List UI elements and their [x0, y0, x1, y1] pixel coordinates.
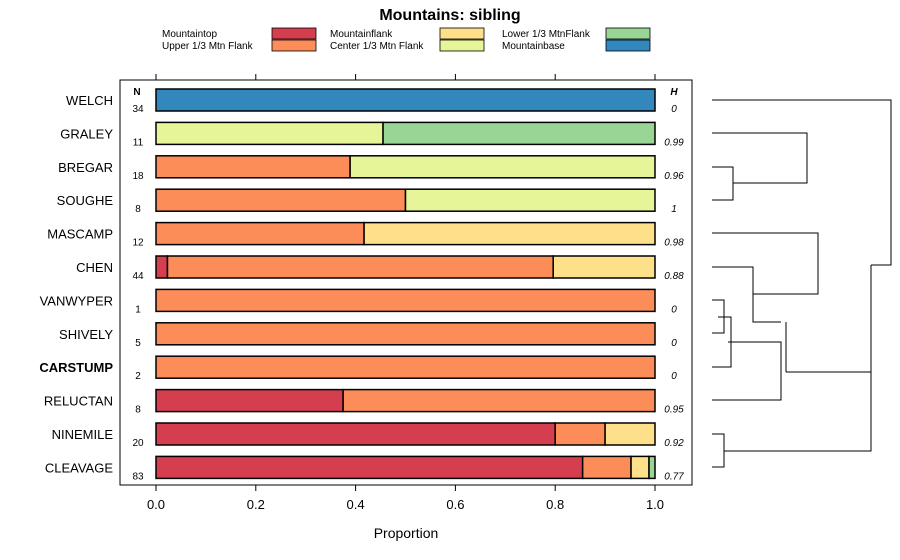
bar-segment-ninemile-mountainflank	[604, 422, 656, 446]
n-value-vanwyper: 1	[135, 304, 141, 315]
legend-label-lower-1-3-mtnflank: Lower 1/3 MtnFlank	[502, 29, 591, 40]
legend-swatch-mountainflank	[439, 27, 485, 40]
category-label-soughe: SOUGHE	[57, 193, 114, 208]
x-axis: 0.0 0.2 0.4 0.6 0.8 1.0	[147, 74, 664, 512]
h-value-mascamp: 0.98	[664, 238, 684, 249]
category-label-shively: SHIVELY	[59, 327, 113, 342]
category-label-graley: GRALEY	[60, 126, 113, 141]
x-tick-label-1: 0.2	[247, 497, 265, 512]
bar-segment-cleavage-upper-1-3-mtn-flank	[581, 455, 632, 480]
legend-label-mountainbase: Mountainbase	[502, 41, 565, 52]
n-value-cleavage: 83	[132, 471, 144, 482]
legend-label-center-1-3-mtn-flank: Center 1/3 Mtn Flank	[330, 41, 424, 52]
dendrogram-branch-4	[712, 266, 781, 323]
bar-segment-cleavage-lower-1-3-mtnflank	[648, 455, 656, 480]
bar-segment-bregar-upper-1-3-mtn-flank	[155, 155, 351, 179]
legend-label-upper-1-3-mtn-flank: Upper 1/3 Mtn Flank	[162, 41, 254, 52]
dendrogram-branch-0	[712, 99, 892, 266]
bar-segment-ninemile-mountaintop	[155, 422, 556, 446]
legend-label-mountainflank: Mountainflank	[330, 29, 393, 40]
bar-segment-cleavage-mountaintop	[155, 455, 584, 480]
x-tick-label-4: 0.8	[546, 497, 564, 512]
bar-segment-graley-center-1-3-mtn-flank	[155, 121, 384, 146]
category-label-vanwyper: VANWYPER	[40, 293, 113, 308]
dendrogram	[712, 99, 892, 468]
x-axis-title: Proportion	[374, 525, 439, 541]
h-value-cleavage: 0.77	[664, 471, 684, 482]
bar-segment-soughe-upper-1-3-mtn-flank	[155, 188, 407, 212]
x-tick-label-0: 0.0	[147, 497, 165, 512]
legend-label-mountaintop: Mountaintop	[162, 29, 217, 40]
bar-segment-ninemile-upper-1-3-mtn-flank	[554, 422, 606, 446]
x-tick-label-3: 0.6	[446, 497, 464, 512]
n-value-shively: 5	[135, 338, 141, 349]
h-header: H	[670, 87, 678, 98]
legend-swatch-mountainbase	[605, 39, 651, 52]
dendrogram-branch-12	[724, 372, 872, 452]
bar-segment-bregar-center-1-3-mtn-flank	[349, 155, 656, 179]
h-value-carstump: 0	[671, 371, 677, 382]
dendrogram-branch-7	[712, 341, 782, 401]
n-header: N	[133, 87, 140, 98]
n-value-soughe: 8	[135, 204, 141, 215]
h-value-chen: 0.88	[664, 271, 684, 282]
category-label-chen: CHEN	[76, 260, 113, 275]
h-value-vanwyper: 0	[671, 304, 677, 315]
h-value-soughe: 1	[671, 204, 677, 215]
h-value-shively: 0	[671, 338, 677, 349]
bar-segment-welch-mountainbase	[155, 88, 656, 112]
category-label-reluctan: RELUCTAN	[44, 394, 113, 409]
bar-segment-mascamp-upper-1-3-mtn-flank	[155, 221, 365, 246]
category-label-cleavage: CLEAVAGE	[45, 460, 113, 475]
category-label-ninemile: NINEMILE	[52, 427, 114, 442]
bar-segment-cleavage-mountainflank	[630, 455, 650, 480]
h-value-graley: 0.99	[664, 137, 684, 148]
n-value-chen: 44	[132, 271, 144, 282]
n-value-ninemile: 20	[132, 438, 144, 449]
bar-segment-chen-upper-1-3-mtn-flank	[166, 255, 554, 279]
dendrogram-branch-2	[712, 166, 734, 201]
category-label-bregar: BREGAR	[58, 160, 113, 175]
dendrogram-branch-8	[712, 433, 725, 468]
bar-segment-reluctan-upper-1-3-mtn-flank	[342, 388, 656, 413]
h-value-reluctan: 0.95	[664, 405, 684, 416]
category-label-welch: WELCH	[66, 93, 113, 108]
bar-segment-vanwyper-upper-1-3-mtn-flank	[155, 288, 656, 313]
n-value-carstump: 2	[135, 371, 141, 382]
chart-title: Mountains: sibling	[379, 7, 520, 24]
legend-swatch-lower-1-3-mtnflank	[605, 27, 651, 40]
n-value-mascamp: 12	[132, 238, 144, 249]
legend-swatch-upper-1-3-mtn-flank	[271, 39, 317, 52]
h-value-welch: 0	[671, 104, 677, 115]
category-label-mascamp: MASCAMP	[47, 227, 113, 242]
n-value-welch: 34	[132, 104, 144, 115]
legend-swatch-center-1-3-mtn-flank	[439, 39, 485, 52]
legend-swatch-mountaintop	[271, 27, 317, 40]
bar-segment-graley-lower-1-3-mtnflank	[382, 121, 656, 146]
plot-frame	[119, 79, 693, 486]
bar-segment-reluctan-mountaintop	[155, 388, 344, 413]
bar-segment-soughe-center-1-3-mtn-flank	[404, 188, 656, 212]
n-value-bregar: 18	[132, 171, 144, 182]
bar-segment-shively-upper-1-3-mtn-flank	[155, 322, 656, 346]
n-value-reluctan: 8	[135, 405, 141, 416]
bar-segment-mascamp-mountainflank	[363, 221, 656, 246]
dendrogram-branch-3	[712, 232, 819, 295]
bar-segment-chen-mountaintop	[155, 255, 169, 279]
x-tick-label-5: 1.0	[646, 497, 664, 512]
x-tick-label-2: 0.4	[347, 497, 365, 512]
bar-segment-carstump-upper-1-3-mtn-flank	[155, 355, 656, 379]
h-value-bregar: 0.96	[664, 171, 684, 182]
bar-segment-chen-mountainflank	[552, 255, 656, 279]
dendrogram-branch-1	[712, 132, 808, 184]
n-value-graley: 11	[133, 137, 144, 148]
h-value-ninemile: 0.92	[664, 438, 684, 449]
category-label-carstump: CARSTUMP	[39, 360, 113, 375]
